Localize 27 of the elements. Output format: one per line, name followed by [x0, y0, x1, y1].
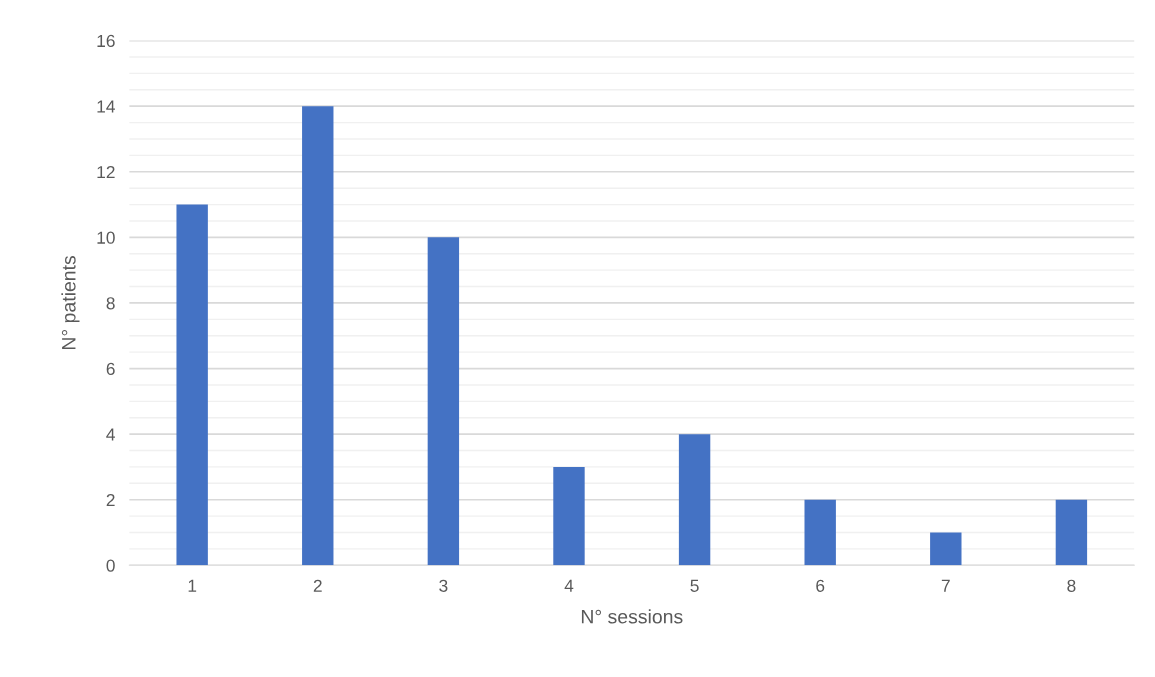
y-tick-label: 0 [106, 559, 115, 572]
x-tick-label: 3 [439, 579, 448, 592]
x-tick-label: 1 [188, 579, 197, 592]
bar [176, 204, 208, 566]
bar [804, 499, 836, 566]
x-tick-label: 6 [816, 579, 825, 592]
y-tick-label: 2 [106, 493, 115, 506]
y-tick-label: 4 [106, 428, 115, 441]
x-tick-label: 5 [690, 579, 699, 592]
bar [930, 532, 962, 566]
bar [678, 434, 711, 566]
x-tick-label: 4 [564, 579, 574, 592]
x-axis-title: N° sessions [581, 609, 683, 624]
bar [553, 466, 585, 566]
y-tick-label: 8 [106, 297, 115, 310]
bar [1055, 499, 1088, 566]
x-tick-label: 7 [941, 579, 950, 592]
x-tick-label: 2 [313, 579, 322, 592]
y-tick-label: 10 [97, 231, 115, 244]
bar [427, 237, 460, 566]
y-axis-title: N° patients [61, 255, 80, 350]
bar [302, 106, 334, 566]
y-tick-label: 12 [97, 165, 115, 179]
y-tick-label: 6 [106, 362, 115, 375]
x-tick-label: 8 [1067, 579, 1076, 592]
y-tick-label: 14 [97, 100, 115, 113]
y-tick-label: 16 [97, 34, 115, 48]
